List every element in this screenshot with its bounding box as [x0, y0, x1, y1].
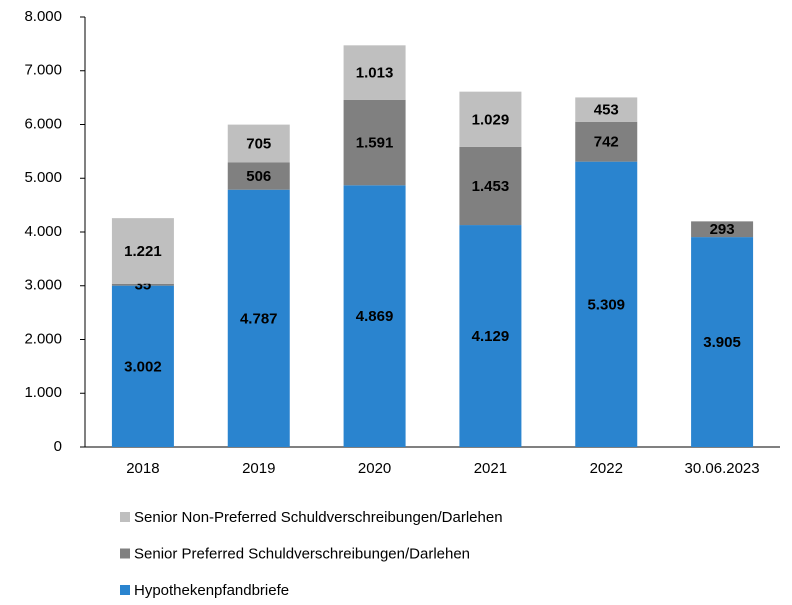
bar-segment	[575, 121, 638, 162]
x-tick-label: 2020	[358, 460, 391, 477]
bar-segment	[111, 283, 174, 286]
x-tick-label: 2022	[590, 460, 623, 477]
legend-label: Senior Preferred Schuldverschreibungen/D…	[134, 545, 470, 562]
y-tick-label: 8.000	[24, 8, 62, 25]
bar-segment	[343, 99, 406, 186]
bar-segment	[691, 237, 754, 447]
bar-segment	[575, 97, 638, 122]
data-label: 506	[246, 168, 271, 185]
data-label: 4.869	[356, 308, 394, 325]
y-tick-label: 5.000	[24, 169, 62, 186]
legend-label: Senior Non-Preferred Schuldverschreibung…	[134, 509, 503, 526]
legend-swatch	[120, 512, 130, 522]
x-tick-label: 2019	[242, 460, 275, 477]
bar-segment	[111, 218, 174, 284]
y-tick-label: 2.000	[24, 330, 62, 347]
bar-segment	[227, 162, 290, 190]
legend-swatch	[120, 548, 130, 559]
data-label: 3.002	[124, 358, 162, 375]
bar-segment	[459, 146, 522, 226]
y-tick-label: 0	[54, 438, 62, 455]
data-label: 453	[594, 102, 619, 119]
data-label: 1.029	[472, 111, 510, 128]
data-label: 1.453	[472, 178, 510, 195]
data-label: 1.013	[356, 65, 394, 82]
data-label: 4.129	[472, 328, 510, 345]
bar-segment	[111, 285, 174, 447]
data-label: 1.221	[124, 243, 162, 260]
bar-segment	[227, 189, 290, 448]
bar-segment	[459, 91, 522, 147]
data-label: 5.309	[587, 296, 625, 313]
bar-segment	[343, 45, 406, 100]
x-tick-label: 30.06.2023	[685, 460, 760, 477]
x-tick-label: 2018	[126, 460, 159, 477]
y-tick-label: 6.000	[24, 115, 62, 132]
data-label: 742	[594, 134, 619, 151]
data-label: 3.905	[703, 334, 741, 351]
bar-segment	[575, 161, 638, 448]
data-label: 4.787	[240, 310, 278, 327]
data-label: 293	[710, 221, 735, 238]
y-tick-label: 7.000	[24, 62, 62, 79]
y-tick-label: 4.000	[24, 223, 62, 240]
y-tick-label: 3.000	[24, 277, 62, 294]
legend-label: Hypothekenpfandbriefe	[134, 582, 289, 599]
x-tick-label: 2021	[474, 460, 507, 477]
bar-segment	[691, 221, 754, 238]
bar-segment	[227, 124, 290, 163]
bar-segment	[459, 225, 522, 447]
bar-segment	[343, 185, 406, 447]
y-tick-label: 1.000	[24, 384, 62, 401]
data-label: 705	[246, 136, 271, 153]
legend-swatch	[120, 585, 130, 595]
data-label: 1.591	[356, 135, 394, 152]
